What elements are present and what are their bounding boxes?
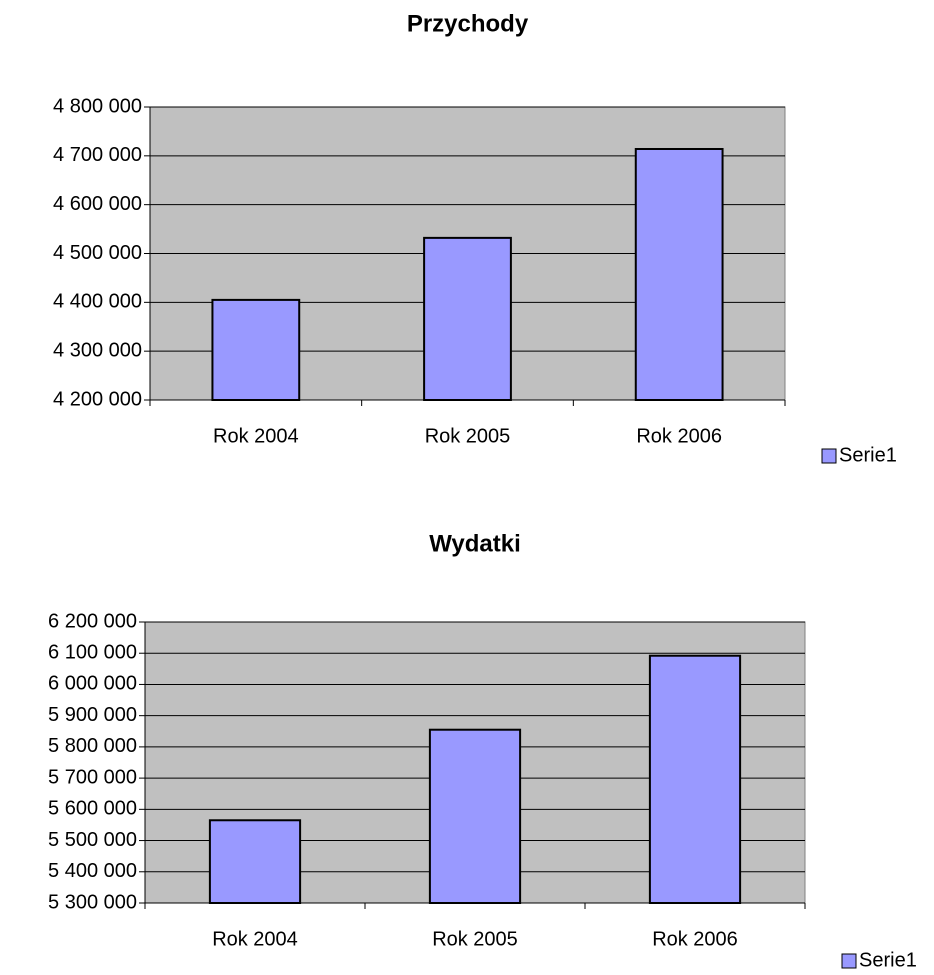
y-tick-label: 5 500 000 bbox=[48, 829, 137, 851]
legend-label: Serie1 bbox=[859, 949, 917, 971]
x-tick-label: Rok 2006 bbox=[636, 425, 722, 447]
y-tick-label: 5 600 000 bbox=[48, 798, 137, 820]
y-tick-label: 5 300 000 bbox=[48, 891, 137, 913]
y-tick-label: 5 900 000 bbox=[48, 704, 137, 726]
y-tick-label: 4 800 000 bbox=[53, 95, 142, 117]
y-tick-label: 4 400 000 bbox=[53, 291, 142, 313]
bar bbox=[208, 819, 302, 904]
bar bbox=[634, 147, 724, 401]
y-tick-label: 4 200 000 bbox=[53, 388, 142, 410]
x-tick-label: Rok 2005 bbox=[425, 425, 511, 447]
x-tick-label: Rok 2005 bbox=[432, 928, 518, 950]
bar bbox=[423, 236, 512, 401]
y-tick-label: 6 200 000 bbox=[48, 610, 137, 632]
legend-label: Serie1 bbox=[839, 444, 897, 466]
legend-swatch bbox=[841, 953, 857, 969]
bar bbox=[648, 654, 742, 904]
bar bbox=[428, 728, 522, 905]
x-tick-label: Rok 2004 bbox=[213, 425, 299, 447]
x-tick-label: Rok 2004 bbox=[212, 928, 298, 950]
x-tick-label: Rok 2006 bbox=[652, 928, 738, 950]
y-tick-label: 4 600 000 bbox=[53, 193, 142, 215]
y-tick-label: 6 000 000 bbox=[48, 673, 137, 695]
y-tick-label: 4 300 000 bbox=[53, 339, 142, 361]
chart-title: Wydatki bbox=[429, 530, 521, 557]
y-tick-label: 4 700 000 bbox=[53, 144, 142, 166]
chart-title: Przychody bbox=[407, 10, 529, 37]
y-tick-label: 5 800 000 bbox=[48, 735, 137, 757]
y-tick-label: 4 500 000 bbox=[53, 242, 142, 264]
y-tick-label: 5 700 000 bbox=[48, 766, 137, 788]
bar bbox=[211, 298, 301, 401]
legend-swatch bbox=[821, 448, 837, 464]
y-tick-label: 6 100 000 bbox=[48, 642, 137, 664]
y-tick-label: 5 400 000 bbox=[48, 860, 137, 882]
